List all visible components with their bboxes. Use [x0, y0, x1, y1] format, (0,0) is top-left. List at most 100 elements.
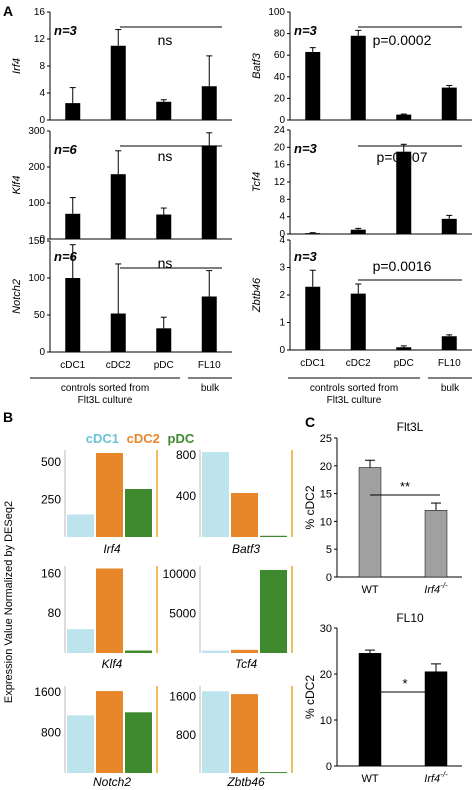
- y-tick-label: 800: [41, 726, 61, 740]
- legend-b-cdc1: cDC1: [86, 431, 119, 446]
- x-tick-label-main: WT: [361, 773, 378, 785]
- y-tick-label: 5000: [169, 606, 196, 620]
- legend-b: cDC1 cDC2 pDC: [86, 431, 195, 446]
- bar-cDC1: [202, 691, 229, 773]
- y-tick-label: 20: [320, 461, 332, 473]
- y-tick-label: 10: [320, 715, 332, 727]
- chart-b_klf4: 80 160 Klf4: [41, 566, 158, 671]
- y-tick-label: 0: [326, 572, 332, 584]
- bar-cDC1: [65, 213, 81, 239]
- y-axis-label: Batf3: [251, 52, 263, 79]
- y-tick-label: 100: [28, 273, 45, 284]
- x-tick-label-sup: -/-: [440, 581, 448, 590]
- chart-c_fl10: 0 10 20 30 WT Irf4-/- * FL10 % cDC2: [303, 611, 462, 785]
- chart-b_zbtb46: 800 1600 Zbtb46: [169, 686, 293, 789]
- chart-a_irf4: 0 4 8 12 16 ns n=3 Irf4: [11, 7, 232, 126]
- bar-cDC1: [65, 103, 81, 120]
- significance-label: p=0.0002: [373, 32, 432, 48]
- y-tick-label: 5: [326, 544, 332, 556]
- x-tick-label: cDC2: [106, 360, 131, 371]
- y-tick-label: 1600: [34, 685, 61, 699]
- y-tick-label: 100: [268, 7, 285, 18]
- y-tick-label: 0: [279, 115, 285, 126]
- bar-pDC: [260, 772, 287, 774]
- y-tick-label: 20: [274, 142, 286, 153]
- significance-label: ns: [158, 148, 173, 164]
- bar-cDC2: [350, 229, 366, 234]
- y-tick-label: 0: [279, 229, 285, 240]
- bar-Irf4-/-: [424, 671, 448, 767]
- chart-a_zbtb46: 0 1 2 3 4 p=0.0016 n=3 Zbtb46 cDC1 cDC2 pDC FL10: [251, 235, 472, 369]
- chart-a_batf3: 0 20 40 60 80 100 p=0.0002 n=3 Batf3: [251, 7, 472, 126]
- n-label: n=3: [294, 249, 318, 264]
- y-axis-label: Zbtb46: [251, 277, 263, 313]
- x-tick-label: cDC2: [346, 358, 371, 369]
- legend-b-pdc: pDC: [168, 431, 195, 446]
- n-label: n=3: [294, 141, 318, 156]
- y-tick-label: 20: [274, 93, 286, 104]
- y-axis-label: % cDC2: [303, 675, 317, 719]
- gene-label: Irf4: [103, 542, 121, 556]
- bar-cDC2: [350, 293, 366, 350]
- bar-cDC2: [110, 174, 126, 239]
- y-tick-label: 0: [39, 115, 45, 126]
- y-tick-label: 4: [279, 235, 285, 246]
- n-label: n=3: [294, 23, 318, 38]
- chart-b_tcf4: 5000 10000 Tcf4: [163, 566, 293, 671]
- x-tick-label: cDC1: [60, 360, 85, 371]
- bar-pDC: [156, 328, 172, 352]
- y-tick-label: 15: [320, 489, 332, 501]
- y-tick-label: 1: [279, 318, 285, 329]
- bar-pDC: [396, 114, 412, 120]
- significance-label: *: [402, 676, 407, 691]
- y-tick-label: 10000: [163, 567, 197, 581]
- y-tick-label: 40: [274, 72, 286, 83]
- bar-cDC2: [96, 691, 123, 773]
- bar-cDC2: [96, 453, 123, 537]
- x-tick-label: FL10: [438, 358, 461, 369]
- gene-label: Zbtb46: [226, 775, 265, 789]
- bar-cDC1: [305, 51, 321, 120]
- chart-a_notch2: 0 50 100 150 ns n=6 Notch2 cDC1 cDC2 pDC FL10: [11, 236, 232, 371]
- y-tick-label: 3: [279, 263, 285, 274]
- y-tick-label: 8: [279, 194, 285, 205]
- significance-label: ns: [158, 255, 173, 271]
- y-axis-label: % cDC2: [303, 485, 317, 529]
- y-tick-label: 160: [41, 566, 61, 580]
- bar-cDC1: [67, 629, 94, 653]
- bar-pDC: [260, 569, 287, 653]
- bar-FL10: [441, 336, 457, 350]
- x-tick-label: FL10: [198, 360, 221, 371]
- bar-cDC1: [305, 286, 321, 350]
- bar-pDC: [396, 151, 412, 234]
- y-tick-label: 50: [34, 310, 46, 321]
- x-tick-label-sup: -/-: [440, 770, 448, 779]
- y-tick-label: 0: [39, 234, 45, 245]
- y-axis-label: Notch2: [11, 279, 23, 314]
- bar-cDC2: [110, 313, 126, 352]
- bar-pDC: [156, 214, 172, 239]
- y-tick-label: 2: [279, 290, 285, 301]
- y-tick-label: 30: [320, 623, 332, 635]
- bar-pDC: [260, 535, 287, 537]
- bar-cDC1: [305, 233, 321, 234]
- y-tick-label: 0: [279, 345, 285, 356]
- y-tick-label: 800: [176, 448, 196, 462]
- gene-label: Batf3: [232, 542, 260, 556]
- bar-cDC2: [231, 694, 258, 773]
- bar-pDC: [396, 347, 412, 350]
- chart-title: Flt3L: [397, 420, 424, 434]
- significance-label: ns: [158, 32, 173, 48]
- n-label: n=6: [54, 249, 78, 264]
- y-tick-label: 250: [41, 493, 61, 507]
- y-tick-label: 0: [39, 347, 45, 358]
- bar-pDC: [156, 101, 172, 120]
- bar-FL10: [201, 145, 217, 239]
- y-tick-label: 20: [320, 669, 332, 681]
- x-tick-label: WT: [361, 584, 378, 596]
- legend-b-cdc2: cDC2: [127, 431, 160, 446]
- y-tick-label: 400: [176, 489, 196, 503]
- x-tick-label: pDC: [154, 360, 174, 371]
- chart-b_irf4: 250 500 Irf4: [41, 450, 158, 556]
